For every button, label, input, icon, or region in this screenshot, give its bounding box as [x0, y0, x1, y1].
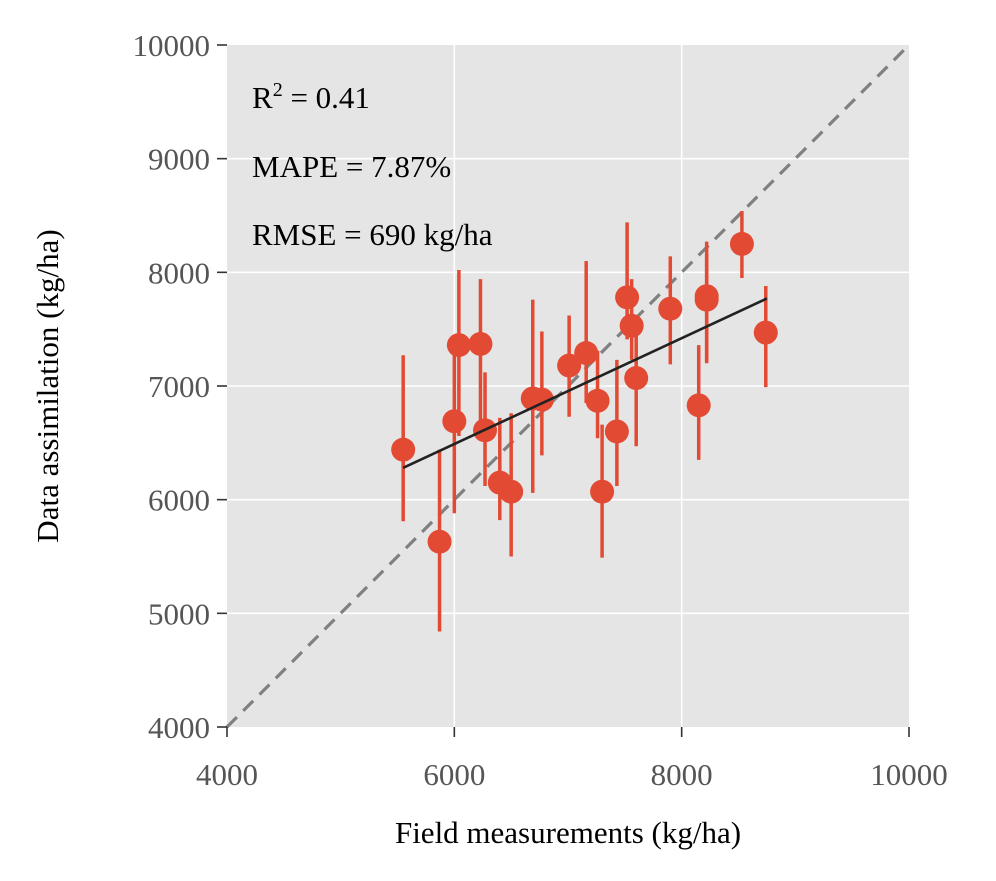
stat-rmse: RMSE = 690 kg/ha — [252, 217, 493, 252]
x-tick-label: 10000 — [870, 757, 948, 792]
data-point — [499, 479, 524, 504]
data-point — [624, 366, 649, 391]
stat-r2-superscript: 2 — [273, 79, 283, 101]
data-point — [694, 284, 719, 309]
data-point — [658, 296, 683, 321]
y-tick-label: 6000 — [148, 483, 210, 518]
y-axis-label: Data assimilation (kg/ha) — [30, 229, 65, 542]
data-point — [753, 320, 778, 345]
data-point — [557, 353, 582, 378]
data-point — [615, 285, 640, 310]
y-tick-label: 4000 — [148, 710, 210, 745]
y-tick-label: 8000 — [148, 255, 210, 290]
data-point — [585, 388, 610, 413]
stat-r2: R2 = 0.41 — [252, 79, 370, 115]
data-point — [619, 313, 644, 338]
data-point — [442, 409, 467, 434]
data-point — [446, 333, 471, 358]
data-point — [729, 231, 754, 256]
data-point — [604, 419, 629, 444]
data-point — [427, 529, 452, 554]
x-tick-label: 8000 — [651, 757, 713, 792]
data-point — [391, 437, 416, 462]
fit-line-layer — [402, 297, 768, 470]
data-point — [590, 479, 615, 504]
grid-lines — [227, 45, 909, 727]
fit-line — [402, 297, 768, 470]
data-point — [686, 393, 711, 418]
y-tick-label: 5000 — [148, 596, 210, 631]
stat-r2-value: = 0.41 — [283, 80, 370, 115]
data-points — [391, 231, 778, 554]
y-tick-label: 9000 — [148, 142, 210, 177]
stat-mape: MAPE = 7.87% — [252, 149, 451, 184]
axis-ticks: 4000 6000 8000 10000 4000 5000 6000 7000 8000 900… — [133, 28, 948, 792]
data-point — [574, 341, 599, 366]
y-tick-label: 7000 — [148, 369, 210, 404]
stat-r2-label: R — [252, 80, 273, 115]
x-tick-label: 4000 — [196, 757, 258, 792]
x-axis-label: Field measurements (kg/ha) — [395, 815, 741, 850]
y-tick-label: 10000 — [133, 28, 211, 63]
data-point — [468, 331, 493, 356]
x-tick-label: 6000 — [423, 757, 485, 792]
